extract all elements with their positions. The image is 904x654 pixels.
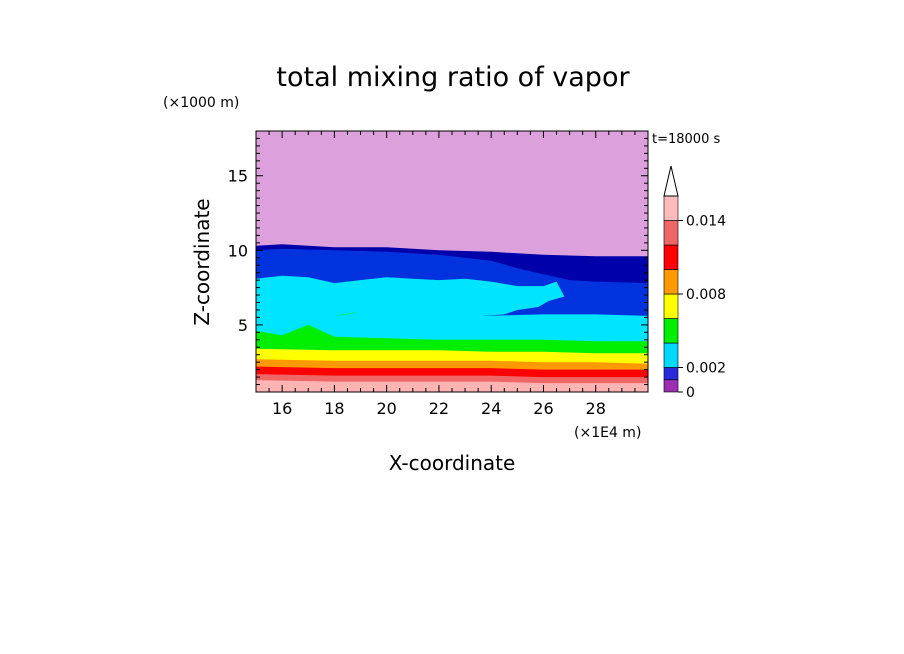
x-unit-label: (×1E4 m) xyxy=(574,425,641,441)
colorbar-tick-label: 0.008 xyxy=(686,287,726,303)
x-tick-label: 24 xyxy=(481,399,501,418)
colorbar-tick-label: 0.002 xyxy=(686,361,726,377)
colorbar: 0 0.002 0.008 0.014 xyxy=(663,165,726,401)
colorbar-segment xyxy=(663,220,679,246)
x-axis: 16 18 20 22 24 26 28 xyxy=(255,131,649,418)
colorbar-segment xyxy=(663,318,679,344)
contour-plot-area xyxy=(255,130,649,393)
contour-region-0-0005 xyxy=(256,131,648,257)
chart-title: total mixing ratio of vapor xyxy=(276,62,630,93)
x-tick-label: 22 xyxy=(429,399,449,418)
colorbar-tick-label: 0.014 xyxy=(686,214,726,230)
colorbar-over-triangle xyxy=(663,165,679,197)
x-tick-label: 28 xyxy=(586,399,606,418)
x-tick-label: 26 xyxy=(533,399,553,418)
colorbar-segment xyxy=(663,244,679,270)
colorbar-segment xyxy=(663,379,679,393)
colorbar-segment xyxy=(663,293,679,319)
y-tick-label: 15 xyxy=(228,167,248,186)
colorbar-segment xyxy=(663,195,679,221)
x-tick-label: 16 xyxy=(272,399,292,418)
colorbar-segment xyxy=(663,367,679,381)
x-tick-label: 18 xyxy=(324,399,344,418)
y-axis-label: Z-coordinate xyxy=(190,198,214,325)
x-tick-label: 20 xyxy=(376,399,396,418)
y-tick-label: 10 xyxy=(228,241,248,260)
time-label: t=18000 s xyxy=(652,132,720,147)
y-axis: 5 10 15 xyxy=(228,130,648,386)
colorbar-segment xyxy=(663,269,679,295)
y-unit-label: (×1000 m) xyxy=(163,95,239,111)
colorbar-segment xyxy=(663,342,679,368)
colorbar-tick-label: 0 xyxy=(686,385,695,401)
y-tick-label: 5 xyxy=(238,316,248,335)
x-axis-label: X-coordinate xyxy=(389,451,516,475)
